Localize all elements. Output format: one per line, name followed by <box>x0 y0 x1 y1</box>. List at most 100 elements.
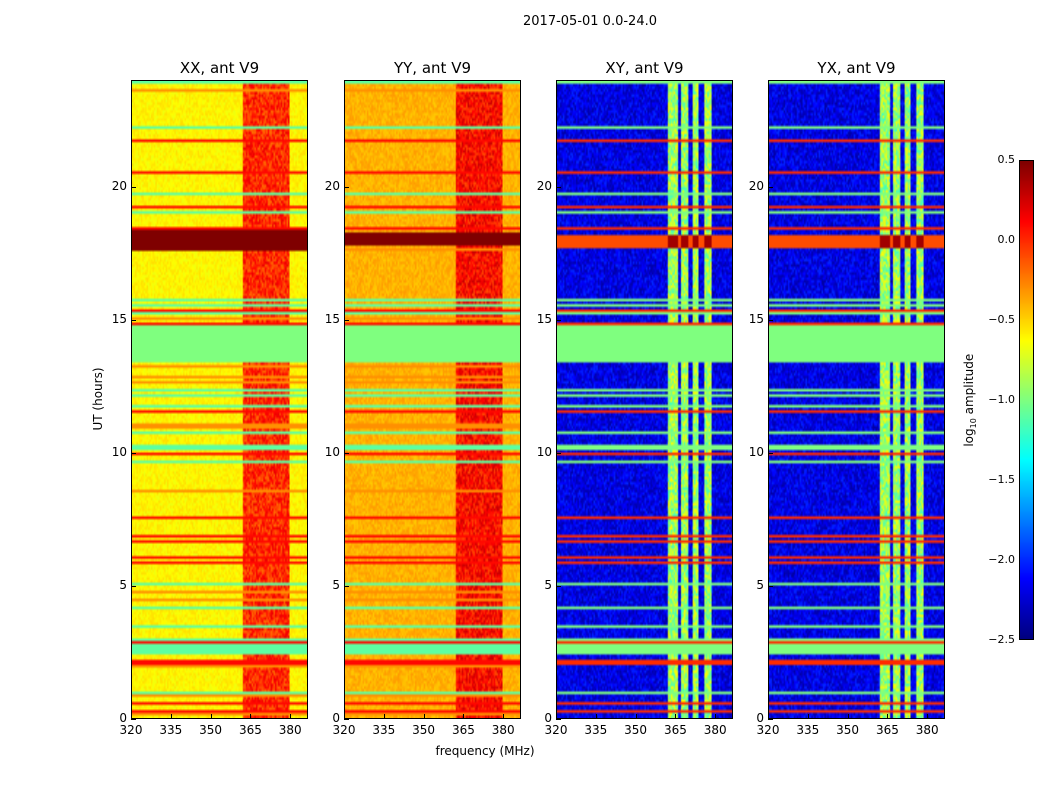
y-tick-mark <box>131 186 136 188</box>
y-tick-mark <box>768 186 773 188</box>
x-tick-mark <box>556 714 557 719</box>
panel-title: YX, ant V9 <box>817 59 896 77</box>
x-tick-label: 380 <box>703 723 727 737</box>
x-tick-label: 350 <box>836 723 860 737</box>
y-tick-mark <box>556 186 561 188</box>
y-tick-label: 5 <box>119 577 127 592</box>
y-tick-mark <box>131 319 136 321</box>
y-tick-label: 10 <box>536 444 552 459</box>
figure-title: 2017-05-01 0.0-24.0 <box>523 14 657 29</box>
x-tick-label: 320 <box>332 723 356 737</box>
x-tick-label: 320 <box>544 723 568 737</box>
heatmap-3 <box>768 80 945 719</box>
y-tick-label: 10 <box>111 444 127 459</box>
y-tick-mark <box>131 452 136 454</box>
colorbar-tick-label: 0.5 <box>997 153 1016 166</box>
y-tick-mark <box>768 585 773 587</box>
x-tick-mark <box>675 714 677 719</box>
y-tick-mark <box>556 319 561 321</box>
colorbar-tick-label: −1.0 <box>988 393 1015 406</box>
y-tick-label: 20 <box>111 178 127 193</box>
y-tick-mark <box>768 719 773 720</box>
y-tick-label: 20 <box>536 178 552 193</box>
x-tick-mark <box>344 714 345 719</box>
colorbar <box>1019 160 1034 640</box>
x-tick-mark <box>887 714 889 719</box>
y-axis-label: UT (hours) <box>91 367 105 431</box>
x-tick-label: 365 <box>238 723 262 737</box>
y-tick-label: 20 <box>324 178 340 193</box>
x-tick-mark <box>595 714 597 719</box>
panel-title: XX, ant V9 <box>179 59 260 77</box>
colorbar-label-sub: 10 <box>969 418 979 429</box>
x-tick-label: 350 <box>624 723 648 737</box>
y-tick-label: 15 <box>748 311 764 326</box>
y-tick-label: 0 <box>119 711 127 725</box>
colorbar-tick-label: −1.5 <box>988 473 1015 486</box>
heatmap-2 <box>556 80 733 719</box>
x-tick-label: 365 <box>663 723 687 737</box>
y-tick-label: 15 <box>324 311 340 326</box>
colorbar-label-rest: amplitude <box>961 353 976 419</box>
x-axis-label: frequency (MHz) <box>435 744 535 758</box>
x-tick-label: 335 <box>159 723 183 737</box>
x-tick-mark <box>131 714 132 719</box>
x-tick-label: 365 <box>451 723 475 737</box>
x-tick-label: 320 <box>756 723 780 737</box>
x-tick-mark <box>250 714 252 719</box>
colorbar-tick-label: 0.0 <box>997 233 1016 246</box>
x-tick-label: 335 <box>796 723 820 737</box>
x-tick-label: 320 <box>119 723 143 737</box>
colorbar-label: log10 amplitude <box>962 335 978 465</box>
x-tick-mark <box>210 714 212 719</box>
x-tick-label: 365 <box>875 723 899 737</box>
panel-title: XY, ant V9 <box>605 59 684 77</box>
x-tick-mark <box>423 714 425 719</box>
x-tick-mark <box>463 714 465 719</box>
colorbar-tick-label: −2.5 <box>988 633 1015 646</box>
y-tick-mark <box>556 452 561 454</box>
x-tick-label: 350 <box>412 723 436 737</box>
x-tick-mark <box>635 714 637 719</box>
y-tick-label: 10 <box>324 444 340 459</box>
y-tick-mark <box>344 585 349 587</box>
y-tick-label: 0 <box>332 711 340 725</box>
x-tick-mark <box>715 714 717 719</box>
colorbar-label-main: log <box>961 428 976 447</box>
y-tick-mark <box>344 452 349 454</box>
y-tick-label: 10 <box>748 444 764 459</box>
x-tick-mark <box>383 714 385 719</box>
y-tick-mark <box>344 186 349 188</box>
colorbar-tick-label: −2.0 <box>988 553 1015 566</box>
x-tick-mark <box>927 714 929 719</box>
x-tick-label: 380 <box>278 723 302 737</box>
x-tick-label: 380 <box>915 723 939 737</box>
y-tick-label: 15 <box>111 311 127 326</box>
colorbar-tick-label: −0.5 <box>988 313 1015 326</box>
y-tick-label: 0 <box>756 711 764 725</box>
y-tick-label: 20 <box>748 178 764 193</box>
heatmap-1 <box>344 80 521 719</box>
x-tick-label: 350 <box>199 723 223 737</box>
y-tick-mark <box>131 585 136 587</box>
y-tick-mark <box>556 719 561 720</box>
x-tick-label: 380 <box>491 723 515 737</box>
x-tick-mark <box>847 714 849 719</box>
y-tick-mark <box>768 452 773 454</box>
x-tick-mark <box>503 714 505 719</box>
y-tick-label: 5 <box>332 577 340 592</box>
y-tick-label: 5 <box>756 577 764 592</box>
x-tick-label: 335 <box>372 723 396 737</box>
y-tick-mark <box>344 719 349 720</box>
panel-title: YY, ant V9 <box>393 59 471 77</box>
y-tick-mark <box>131 719 136 720</box>
x-tick-mark <box>807 714 809 719</box>
y-tick-label: 5 <box>544 577 552 592</box>
x-tick-mark <box>170 714 172 719</box>
y-tick-label: 15 <box>536 311 552 326</box>
y-tick-label: 0 <box>544 711 552 725</box>
heatmap-0 <box>131 80 308 719</box>
x-tick-mark <box>290 714 292 719</box>
y-tick-mark <box>556 585 561 587</box>
x-tick-mark <box>768 714 769 719</box>
